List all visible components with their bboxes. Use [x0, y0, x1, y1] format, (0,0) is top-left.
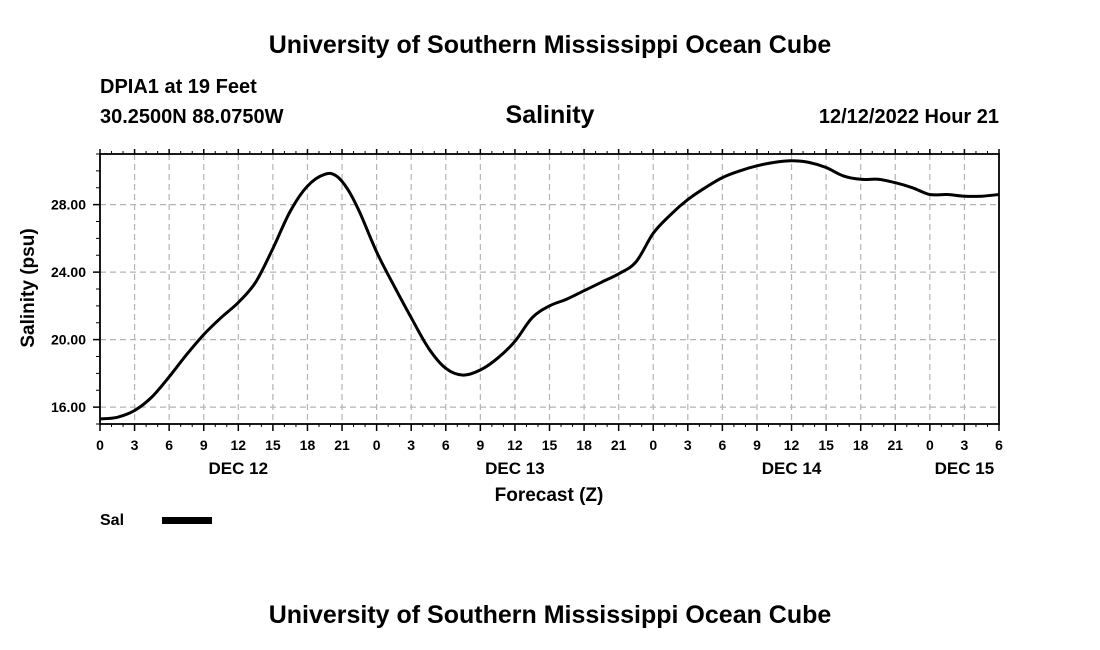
- x-tick-label: 12: [784, 437, 800, 453]
- x-tick-label: 0: [926, 437, 934, 453]
- y-tick-label: 28.00: [51, 197, 86, 213]
- grid-layer: [100, 154, 999, 424]
- legend-swatch-sal: [162, 517, 212, 524]
- x-tick-label: 21: [611, 437, 627, 453]
- x-tick-label: 15: [818, 437, 834, 453]
- x-tick-label: 9: [476, 437, 484, 453]
- x-tick-label: 12: [231, 437, 247, 453]
- x-tick-label: 6: [442, 437, 450, 453]
- x-tick-label: 18: [853, 437, 869, 453]
- axis-layer: [93, 149, 1000, 431]
- date-label: DEC 13: [485, 459, 545, 478]
- y-axis-label: Salinity (psu): [18, 228, 39, 347]
- x-tick-label: 15: [265, 437, 281, 453]
- y-tick-label: 16.00: [51, 399, 86, 415]
- issued-time-label: 12/12/2022 Hour 21: [818, 106, 999, 128]
- x-tick-label: 3: [684, 437, 692, 453]
- date-label: DEC 15: [935, 459, 995, 478]
- variable-title: Salinity: [505, 101, 595, 129]
- x-tick-label: 3: [961, 437, 969, 453]
- x-tick-label: 9: [753, 437, 761, 453]
- x-axis-label: Forecast (Z): [495, 485, 604, 506]
- date-label: DEC 14: [762, 459, 822, 478]
- y-tick-label: 24.00: [51, 264, 86, 280]
- x-tick-label: 6: [995, 437, 1003, 453]
- plot-frame: [99, 153, 1000, 425]
- x-tick-label: 18: [576, 437, 592, 453]
- series-layer: [99, 159, 1000, 421]
- y-tick-label: 20.00: [51, 332, 86, 348]
- coordinates-label: 30.2500N 88.0750W: [100, 106, 284, 128]
- x-tick-label: 6: [718, 437, 726, 453]
- series-line-sal: [99, 159, 1000, 421]
- x-tick-label: 0: [649, 437, 657, 453]
- x-tick-label: 6: [165, 437, 173, 453]
- x-tick-label: 3: [131, 437, 139, 453]
- date-label: DEC 12: [209, 459, 269, 478]
- x-tick-label: 18: [300, 437, 316, 453]
- x-tick-label: 0: [96, 437, 104, 453]
- x-tick-label: 0: [373, 437, 381, 453]
- x-tick-label: 9: [200, 437, 208, 453]
- x-tick-label: 15: [542, 437, 558, 453]
- x-tick-label: 3: [407, 437, 415, 453]
- chart-super-title: University of Southern Mississippi Ocean…: [268, 31, 832, 59]
- footer-title: University of Southern Mississippi Ocean…: [268, 601, 832, 629]
- label-layer: 0 3 6 9 12 15 18 21 0 3 6 9 12 15 18 21 0 3 6 9 12 15 18 21 0 3 6 1…: [51, 197, 1003, 478]
- x-tick-label: 12: [507, 437, 523, 453]
- x-tick-label: 21: [334, 437, 350, 453]
- legend-label: Sal: [100, 512, 124, 529]
- station-label: DPIA1 at 19 Feet: [100, 76, 257, 98]
- x-tick-label: 21: [887, 437, 903, 453]
